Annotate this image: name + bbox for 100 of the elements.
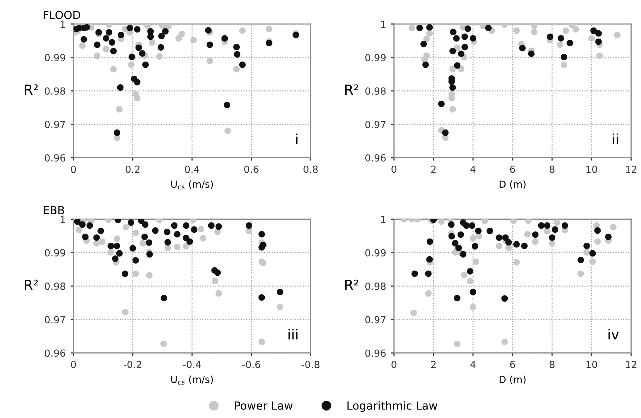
point: [258, 294, 266, 301]
point: [132, 257, 140, 264]
point: [222, 35, 228, 42]
point: [118, 32, 124, 39]
point: [605, 234, 612, 240]
x-tick-label: 0: [392, 361, 397, 368]
point: [132, 270, 140, 278]
annotation: i: [296, 134, 298, 144]
point: [162, 28, 169, 35]
chart-title: FLOOD: [44, 11, 80, 20]
point: [454, 62, 461, 69]
point: [614, 32, 621, 39]
point: [128, 54, 136, 60]
point: [239, 62, 246, 68]
y-tick-label: 0.97: [45, 316, 66, 324]
point: [94, 42, 101, 48]
point: [482, 219, 488, 224]
point: [136, 44, 142, 52]
point: [453, 35, 460, 42]
point: [214, 228, 222, 236]
point: [558, 35, 564, 42]
point: [130, 245, 136, 252]
point: [452, 240, 459, 247]
point: [442, 130, 449, 136]
point: [76, 226, 82, 234]
point: [486, 228, 494, 234]
point: [116, 250, 123, 257]
x-tick-label: 6: [510, 166, 516, 174]
point: [266, 26, 273, 33]
point: [584, 242, 590, 250]
point: [470, 289, 477, 296]
x-tick-label: 0: [392, 166, 397, 174]
point: [590, 258, 596, 266]
point: [426, 256, 434, 263]
x-tick-label: 8: [550, 166, 555, 174]
point: [216, 224, 222, 230]
y-tick-label: 0.99: [45, 249, 66, 257]
point: [510, 219, 518, 224]
point: [469, 222, 476, 230]
point: [239, 28, 246, 34]
point: [142, 222, 149, 228]
annotation: ii: [613, 134, 618, 144]
point: [590, 250, 596, 257]
point: [164, 239, 172, 246]
point: [174, 244, 181, 250]
point: [544, 222, 551, 230]
point: [566, 40, 574, 47]
point: [572, 26, 580, 33]
y-tick-label: 0.96: [366, 350, 386, 358]
point: [258, 231, 266, 238]
point: [425, 270, 432, 278]
point: [560, 54, 568, 61]
point: [556, 42, 564, 48]
point: [152, 228, 159, 234]
point: [206, 58, 214, 64]
point: [596, 52, 604, 60]
x-tick-label: 0: [71, 361, 76, 368]
x-tick-label: 0.8: [304, 166, 318, 174]
point: [554, 220, 561, 226]
point: [467, 268, 474, 275]
point: [547, 34, 554, 40]
x-tick-label: 0.4: [185, 166, 200, 174]
point: [424, 52, 430, 60]
y-tick-label: 0.96: [45, 154, 66, 162]
point: [224, 128, 232, 135]
point: [134, 79, 141, 86]
point: [450, 66, 456, 72]
point: [578, 256, 584, 264]
x-axis-title: D (m): [500, 376, 526, 384]
point: [114, 236, 121, 242]
y-tick-label: 0.99: [366, 54, 386, 62]
point: [158, 33, 166, 40]
point: [416, 25, 424, 32]
point: [454, 340, 461, 348]
point: [420, 41, 428, 48]
point: [475, 228, 482, 234]
point: [480, 24, 486, 30]
point: [142, 62, 150, 68]
x-tick-label: 4: [470, 361, 476, 368]
point: [277, 289, 284, 296]
point: [110, 48, 117, 55]
x-axis-title: U$_{cs}$ (m/s): [172, 180, 214, 190]
x-axis-title: D (m): [500, 180, 526, 190]
y-tick-label: 1: [60, 20, 66, 28]
point: [472, 243, 479, 250]
point: [450, 29, 457, 36]
point: [214, 270, 222, 276]
point: [98, 228, 104, 234]
y-tick-label: 1: [381, 216, 386, 224]
point: [79, 222, 86, 228]
point: [94, 240, 100, 247]
point: [450, 84, 456, 92]
x-tick-label: 0.2: [126, 166, 140, 174]
point: [438, 219, 445, 226]
point: [146, 251, 154, 258]
point: [160, 340, 168, 348]
point: [448, 222, 455, 228]
y-tick-label: 0.97: [45, 121, 66, 128]
point: [108, 249, 114, 256]
point: [190, 37, 198, 44]
